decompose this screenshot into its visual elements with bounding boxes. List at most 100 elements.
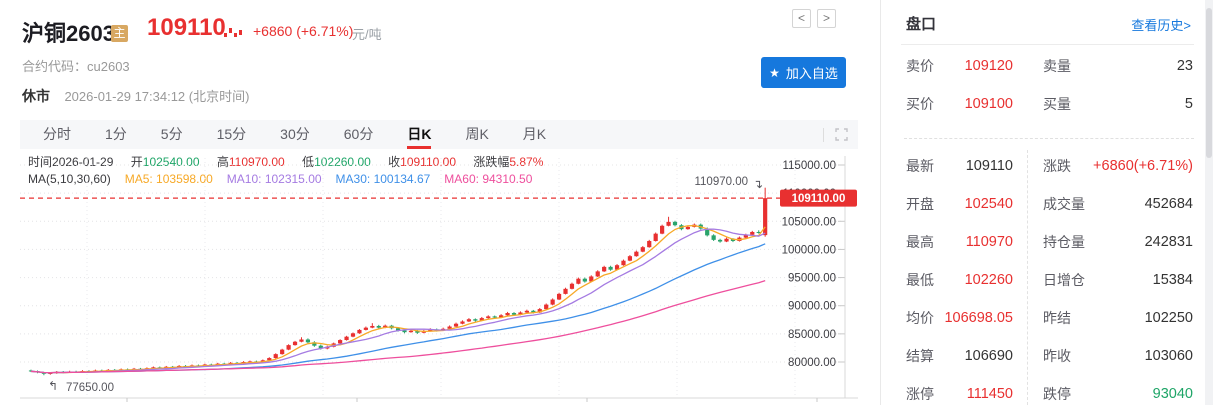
ma-legend-3: MA60: 94310.50 xyxy=(444,172,533,186)
panel-label-2-2: 涨跌 xyxy=(1043,158,1071,174)
tabbar-divider xyxy=(823,127,824,142)
panel-value-1-2: 5 xyxy=(1184,96,1193,112)
current-price-badge xyxy=(780,189,857,207)
panel-row-4: 最高 110970 持仓量 242831 xyxy=(881,223,1213,261)
panel-row-1: 买价 109100 买量 5 xyxy=(881,85,1213,123)
market-status: 休市 xyxy=(22,88,50,104)
panel-value-5-1: 102260 xyxy=(964,272,1013,288)
pct-value: 5.87% xyxy=(509,155,544,169)
fullscreen-icon xyxy=(834,128,848,141)
ma5-line xyxy=(30,224,766,374)
y-axis-label: 115000.00 xyxy=(782,160,836,172)
ma10-line xyxy=(30,228,766,374)
tab-items: 分时 1分 5分 15分 30分 60分 日K 周K 月K xyxy=(20,120,563,149)
star-icon: ★ xyxy=(769,65,780,80)
panel-value-5-2: 15384 xyxy=(1152,272,1193,288)
panel-row-7: 结算 106690 昨收 103060 xyxy=(881,337,1213,375)
order-book-panel: 盘口 查看历史> 卖价 109120 卖量 23 买价 109100 买量 5 最新 109110… xyxy=(880,0,1213,405)
low-annotation: 77650.00 xyxy=(66,382,114,394)
low-label: 低 xyxy=(302,155,315,169)
panel-label-4-2: 持仓量 xyxy=(1043,234,1085,250)
high-label: 高 xyxy=(216,155,229,169)
panel-header-divider xyxy=(901,44,1194,45)
panel-value-3-2: 452684 xyxy=(1144,196,1193,212)
panel-label-0-1: 卖价 xyxy=(906,58,934,74)
panel-label-8-1: 涨停 xyxy=(906,386,934,402)
contract-code: cu2603 xyxy=(87,59,130,74)
ma-group-label: MA(5,10,30,60) xyxy=(28,172,111,186)
price-change: +6860 (+6.71%) xyxy=(253,23,354,39)
panel-value-2-2: +6860(+6.71%) xyxy=(1093,158,1193,174)
panel-value-6-2: 102250 xyxy=(1144,310,1193,326)
panel-value-0-2: 23 xyxy=(1176,58,1193,74)
time-label: 时间 xyxy=(28,155,53,169)
panel-value-1-1: 109100 xyxy=(964,96,1013,112)
price-unit: 元/吨 xyxy=(352,27,382,42)
panel-label-3-1: 开盘 xyxy=(906,196,934,212)
tab-item-4[interactable]: 30分 xyxy=(280,126,310,142)
y-axis-label: 80000.00 xyxy=(788,357,836,369)
view-history-link[interactable]: 查看历史> xyxy=(1131,18,1191,33)
tab-item-2[interactable]: 5分 xyxy=(160,126,183,142)
panel-value-8-2: 93040 xyxy=(1152,386,1193,402)
kline-mini-icon xyxy=(224,28,242,37)
prev-contract-button[interactable]: < xyxy=(792,9,811,28)
panel-row-8: 涨停 111450 跌停 93040 xyxy=(881,375,1213,405)
candlestick-chart[interactable]: 115000.00110000.00105000.00100000.009500… xyxy=(0,148,880,405)
ma-lines xyxy=(30,224,766,374)
ma60-line xyxy=(30,279,766,374)
scrollbar-track[interactable] xyxy=(1205,0,1213,405)
tab-item-6[interactable]: 日K xyxy=(390,120,448,149)
panel-value-4-1: 110970 xyxy=(965,234,1013,250)
tab-item-3[interactable]: 15分 xyxy=(216,126,247,142)
close-label: 收 xyxy=(388,155,401,169)
panel-row-5: 最低 102260 日增仓 15384 xyxy=(881,261,1213,299)
panel-label-5-2: 日增仓 xyxy=(1043,272,1085,288)
contract-code-label: 合约代码： xyxy=(22,59,88,74)
y-axis-label: 105000.00 xyxy=(782,216,836,228)
panel-value-0-1: 109120 xyxy=(964,58,1013,74)
panel-title: 盘口 xyxy=(906,16,937,33)
scrollbar-thumb[interactable] xyxy=(1206,8,1212,158)
panel-label-1-1: 买价 xyxy=(906,96,934,112)
y-axis-label: 100000.00 xyxy=(782,244,836,256)
ma-legend-2: MA30: 100134.67 xyxy=(335,172,431,186)
fullscreen-button[interactable] xyxy=(824,120,858,149)
tab-item-7[interactable]: 周K xyxy=(465,126,489,142)
close-value: 109110.00 xyxy=(400,155,456,169)
panel-row-6: 均价 106698.05 昨结 102250 xyxy=(881,299,1213,337)
low-arrow-icon: ↰ xyxy=(48,379,58,393)
tab-item-8[interactable]: 月K xyxy=(522,126,547,142)
panel-label-5-1: 最低 xyxy=(906,272,934,288)
panel-column-divider xyxy=(1027,150,1028,405)
y-axis-label: 90000.00 xyxy=(788,301,836,313)
panel-label-0-2: 卖量 xyxy=(1043,58,1071,74)
high-annotation: 110970.00 xyxy=(694,176,748,188)
tab-item-1[interactable]: 1分 xyxy=(105,126,127,142)
panel-row-3: 开盘 102540 成交量 452684 xyxy=(881,185,1213,223)
main-contract-badge: 主 xyxy=(111,25,128,42)
y-axis-label: 85000.00 xyxy=(788,329,836,341)
time-value: 2026-01-29 xyxy=(52,155,114,169)
quote-timestamp: 2026-01-29 17:34:12 (北京时间) xyxy=(64,89,250,104)
panel-value-2-1: 109110 xyxy=(965,158,1013,174)
ma30-line xyxy=(30,243,766,374)
panel-label-8-2: 跌停 xyxy=(1043,386,1071,402)
y-axis-label: 95000.00 xyxy=(788,273,836,285)
panel-label-1-2: 买量 xyxy=(1043,96,1071,112)
last-price: 109110 xyxy=(147,14,226,41)
panel-label-7-2: 昨收 xyxy=(1043,348,1071,364)
panel-value-6-1: 106698.05 xyxy=(944,310,1013,326)
panel-value-3-1: 102540 xyxy=(964,196,1013,212)
tab-item-0[interactable]: 分时 xyxy=(43,126,71,142)
ma-info-line: MA(5,10,30,60) MA5: 103598.00 MA10: 102315… xyxy=(28,172,546,186)
add-watchlist-button[interactable]: ★ 加入自选 xyxy=(761,57,846,88)
symbol-name: 沪铜2603 xyxy=(22,21,115,46)
panel-value-8-1: 111450 xyxy=(966,386,1013,402)
add-watchlist-label: 加入自选 xyxy=(785,66,838,81)
ma-legend-1: MA10: 102315.00 xyxy=(226,172,322,186)
panel-label-7-1: 结算 xyxy=(906,348,934,364)
next-contract-button[interactable]: > xyxy=(817,9,836,28)
high-value: 110970.00 xyxy=(228,155,285,169)
tab-item-5[interactable]: 60分 xyxy=(343,126,374,142)
